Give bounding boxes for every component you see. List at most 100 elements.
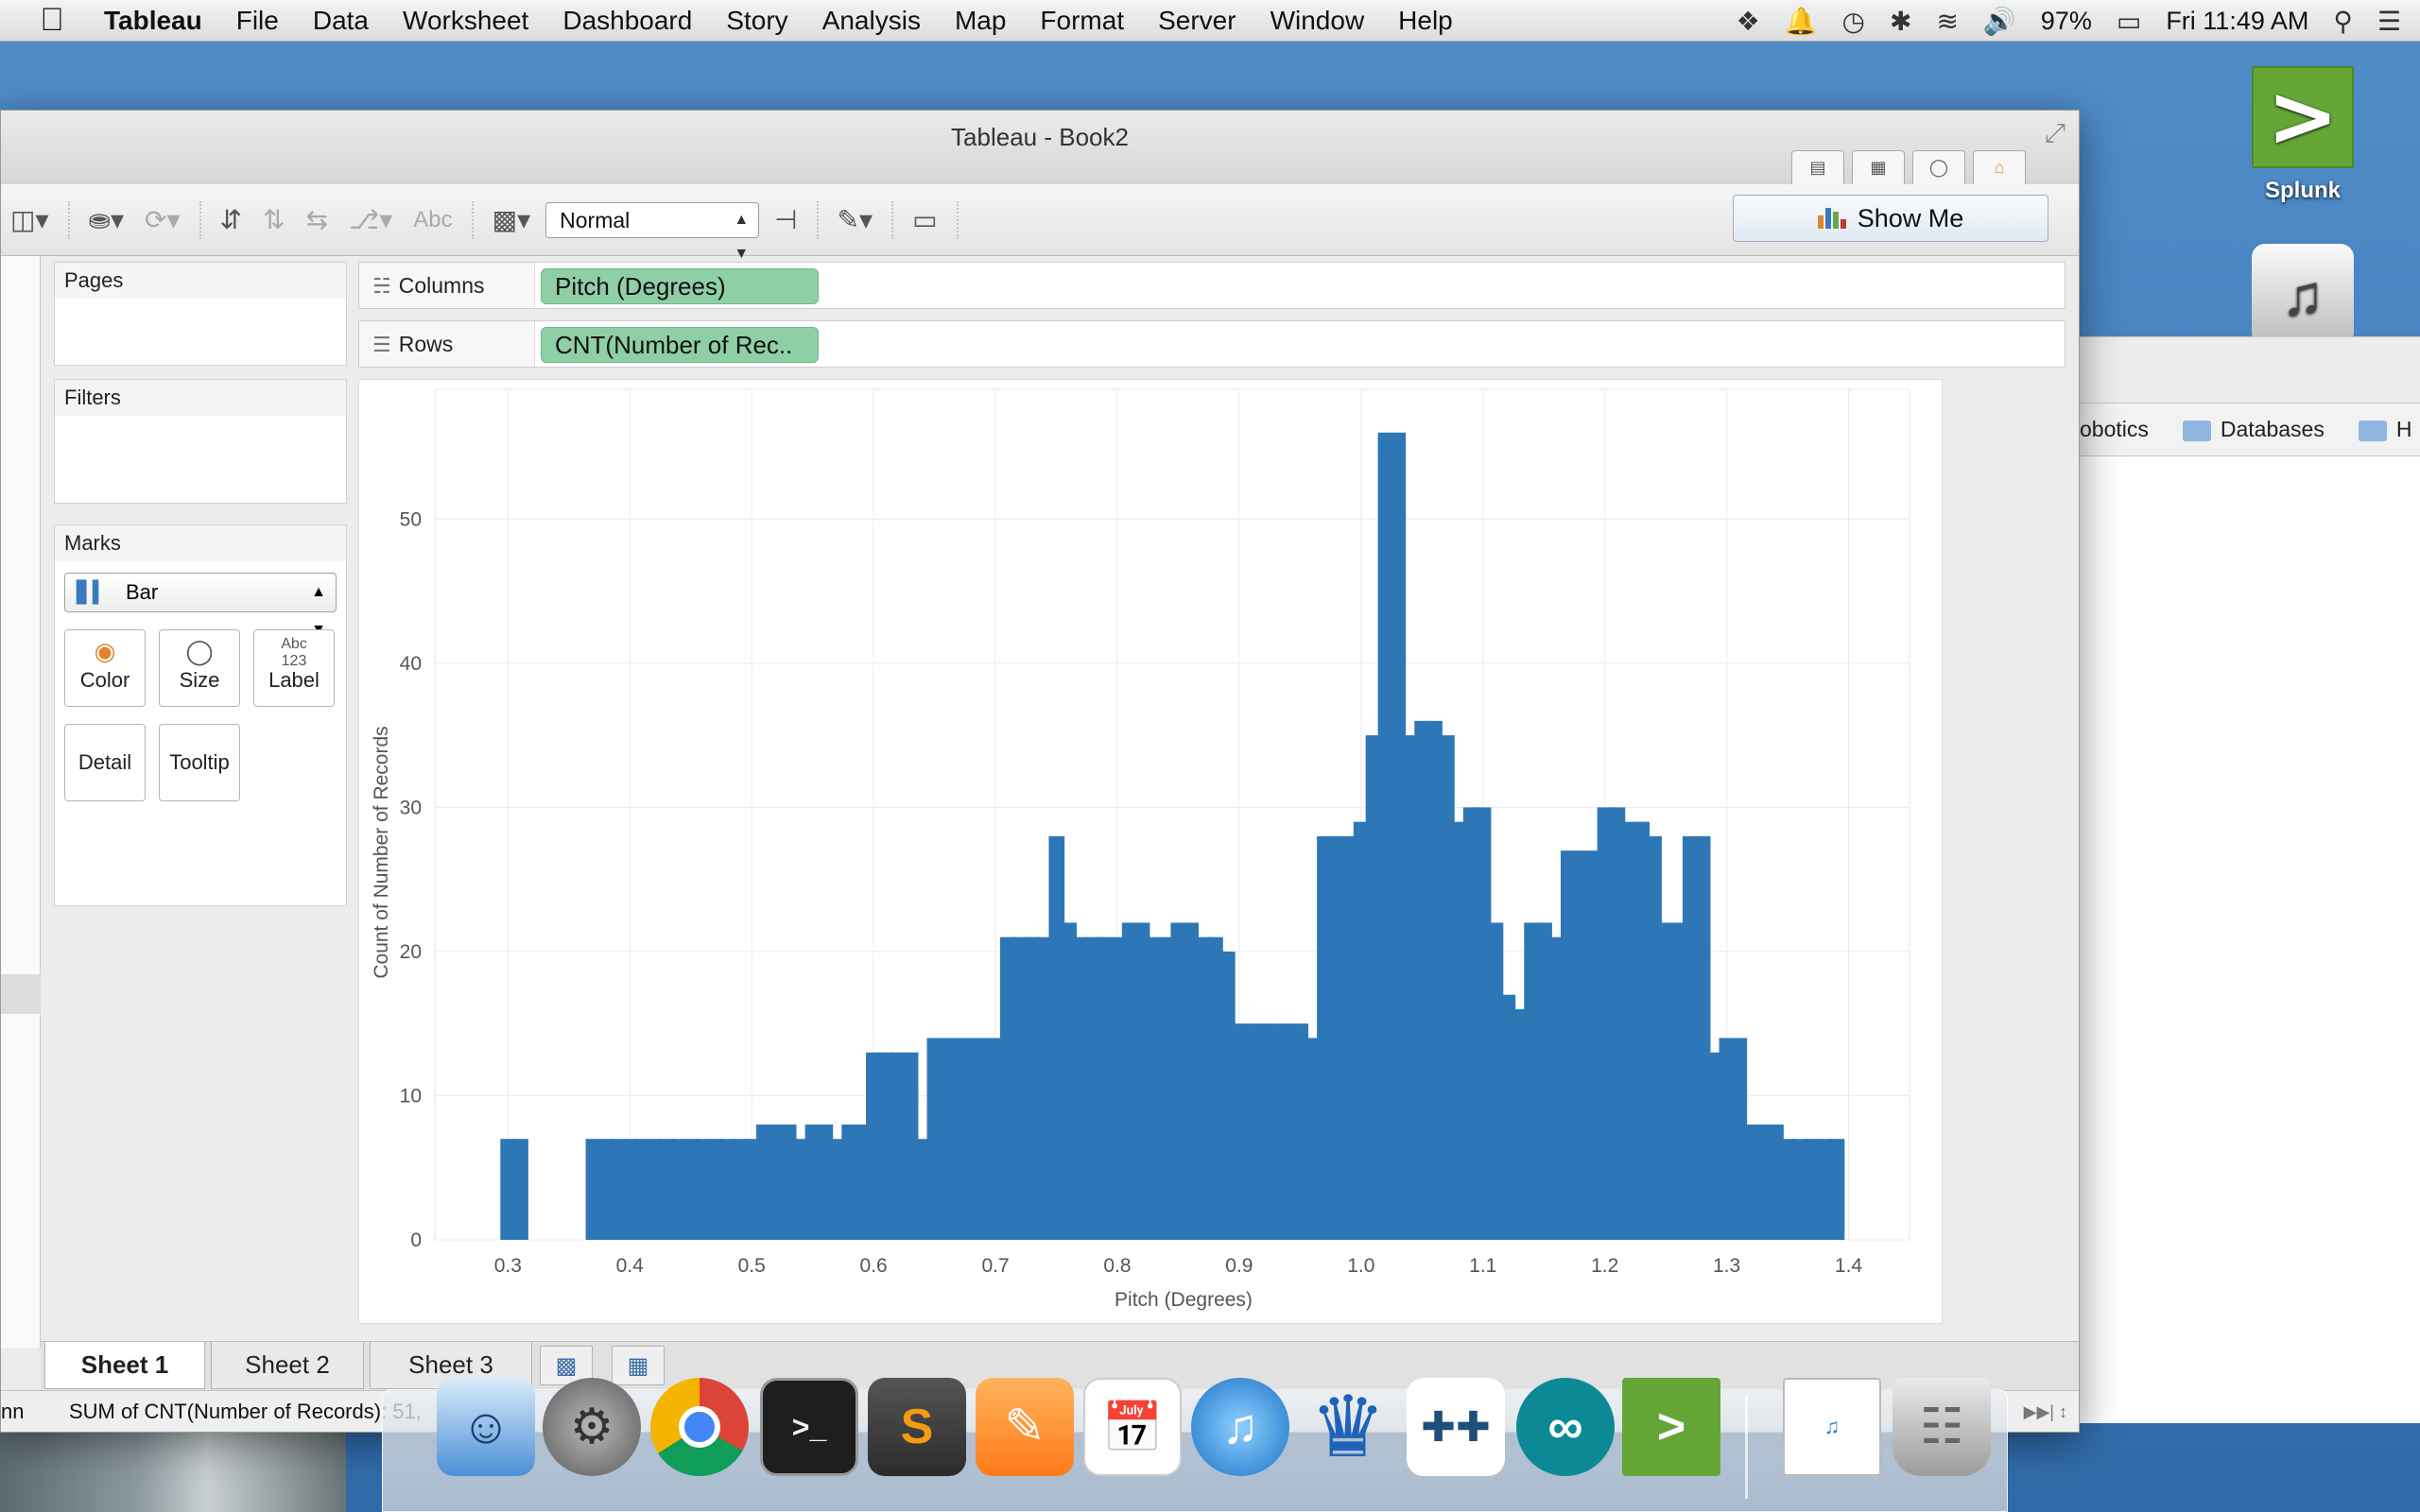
bar[interactable] [914, 1139, 931, 1240]
new-data-source-icon[interactable]: ⛂▾ [88, 205, 125, 234]
bar[interactable] [1658, 922, 1674, 1240]
pages-card[interactable]: Pages [54, 262, 347, 366]
terminal-dock-icon[interactable]: >_ [760, 1378, 858, 1476]
bar[interactable] [780, 1124, 797, 1240]
filters-card[interactable]: Filters [54, 379, 347, 504]
bar[interactable] [622, 1139, 638, 1240]
detail-button[interactable]: Detail [64, 724, 146, 801]
menu-window[interactable]: Window [1270, 5, 1365, 35]
color-button[interactable]: ◉ Color [64, 629, 146, 707]
rows-shelf[interactable]: ☰ Rows CNT(Number of Rec.. [358, 320, 2066, 368]
desktop-music-file[interactable]: ♫ [2218, 244, 2388, 346]
bar[interactable] [792, 1139, 809, 1240]
bar[interactable] [1634, 821, 1651, 1240]
notification-center-icon[interactable]: ☰ [2377, 6, 2401, 36]
bar[interactable] [1512, 1008, 1529, 1240]
bar[interactable] [939, 1038, 956, 1240]
calendar-dock-icon[interactable]: 📅 [1083, 1378, 1182, 1476]
bar[interactable] [951, 1038, 968, 1240]
bar[interactable] [500, 1139, 517, 1240]
bar[interactable] [1706, 1052, 1723, 1240]
bar[interactable] [1755, 1124, 1772, 1240]
bluetooth-icon[interactable]: ✱ [1889, 6, 1912, 36]
finder-item-robotics[interactable]: obotics [2080, 417, 2149, 441]
bar[interactable] [683, 1139, 700, 1240]
bar[interactable] [1475, 807, 1492, 1240]
bar[interactable] [963, 1038, 979, 1240]
bar[interactable] [1340, 835, 1357, 1240]
dropbox-icon[interactable]: ❖ [1736, 6, 1760, 36]
bar[interactable] [817, 1124, 834, 1240]
histogram-chart[interactable]: 0.3 0.4 0.5 0.6 0.7 0.8 0.9 1.0 1.1 1.2 1.3 1.4 0 10… [359, 380, 1944, 1325]
bar[interactable] [804, 1124, 821, 1240]
bar[interactable] [1584, 850, 1601, 1240]
bar[interactable] [1011, 936, 1028, 1240]
bar[interactable] [1390, 432, 1407, 1240]
bar[interactable] [1073, 936, 1089, 1240]
bar[interactable] [1317, 835, 1333, 1240]
bar[interactable] [1353, 821, 1370, 1240]
bar[interactable] [1743, 1124, 1760, 1240]
fullscreen-icon[interactable]: ⤢ [2044, 118, 2066, 147]
spotlight-search-icon[interactable]: ⚲ [2333, 6, 2353, 36]
downloads-stack-icon[interactable]: ♫ [1783, 1378, 1881, 1476]
menu-worksheet[interactable]: Worksheet [403, 5, 529, 35]
bar[interactable] [841, 1124, 858, 1240]
show-me-button[interactable]: Show Me [1733, 195, 2048, 242]
data-source-tab[interactable]: ◯ [1912, 150, 1965, 184]
finder-item-h[interactable]: H [2358, 417, 2411, 442]
bar[interactable] [1597, 807, 1614, 1240]
bar[interactable] [1195, 936, 1211, 1240]
bar[interactable] [1243, 1023, 1260, 1240]
tab-sheet-2[interactable]: Sheet 2 [211, 1342, 364, 1389]
bar[interactable] [1646, 835, 1662, 1240]
arduino-dock-icon[interactable]: ∞ [1516, 1378, 1615, 1476]
bar[interactable] [1499, 994, 1516, 1240]
rows-pill[interactable]: CNT(Number of Rec.. [541, 327, 819, 363]
columns-pill[interactable]: Pitch (Degrees) [541, 268, 819, 304]
menubar-clock[interactable]: Fri 11:49 AM [2166, 6, 2309, 35]
clear-sheet-icon[interactable]: ◫▾ [10, 205, 49, 234]
menu-help[interactable]: Help [1398, 5, 1453, 35]
trash-dock-icon[interactable]: ☷ [1893, 1378, 1991, 1476]
finder-dock-icon[interactable]: ☺ [437, 1378, 535, 1476]
bar[interactable] [1146, 936, 1163, 1240]
window-titlebar[interactable]: Tableau - Book2 ⤢ ▤ ▦ ◯ ⌂ [1, 111, 2079, 184]
bar[interactable] [1207, 936, 1223, 1240]
pin-axes-icon[interactable]: ⊣ [774, 205, 798, 234]
pages-dock-icon[interactable]: ✎ [976, 1378, 1074, 1476]
bar[interactable] [1548, 936, 1564, 1240]
columns-shelf[interactable]: ☵ Columns Pitch (Degrees) [358, 262, 2066, 309]
battery-percent[interactable]: 97% [2040, 6, 2092, 35]
data-pane-collapsed[interactable] [1, 256, 41, 1348]
attach-icon[interactable]: ⎇▾ [348, 205, 393, 234]
bar[interactable] [1231, 1023, 1248, 1240]
bar[interactable] [670, 1139, 687, 1240]
splunk-dock-icon[interactable]: > [1622, 1378, 1720, 1476]
bar[interactable] [1804, 1139, 1821, 1240]
bar[interactable] [1098, 936, 1114, 1240]
bar[interactable] [1719, 1038, 1736, 1240]
label-button[interactable]: Abc 123 Label [253, 629, 335, 707]
bar[interactable] [585, 1139, 602, 1240]
home-tab[interactable]: ⌂ [1973, 150, 2026, 184]
bar[interactable] [1816, 1139, 1833, 1240]
sort-ascending-icon[interactable]: ⇅ [263, 205, 285, 234]
battery-icon[interactable]: ▭ [2116, 6, 2142, 36]
bar[interactable] [1219, 951, 1236, 1240]
menu-app-name[interactable]: Tableau [104, 5, 202, 35]
bar[interactable] [1768, 1124, 1784, 1240]
bar[interactable] [1621, 821, 1638, 1240]
bar[interactable] [610, 1139, 627, 1240]
bar[interactable] [1328, 835, 1345, 1240]
presentation-icon[interactable]: ▭ [912, 205, 938, 234]
menu-story[interactable]: Story [726, 5, 788, 35]
bar[interactable] [1694, 835, 1711, 1240]
bar[interactable] [1158, 936, 1175, 1240]
fit-select[interactable]: Normal ▲ ▼ [545, 201, 760, 262]
bar[interactable] [988, 1038, 1004, 1240]
bar[interactable] [719, 1139, 736, 1240]
bar[interactable] [999, 936, 1016, 1240]
size-button[interactable]: ◯ Size [159, 629, 240, 707]
bar[interactable] [756, 1124, 772, 1240]
